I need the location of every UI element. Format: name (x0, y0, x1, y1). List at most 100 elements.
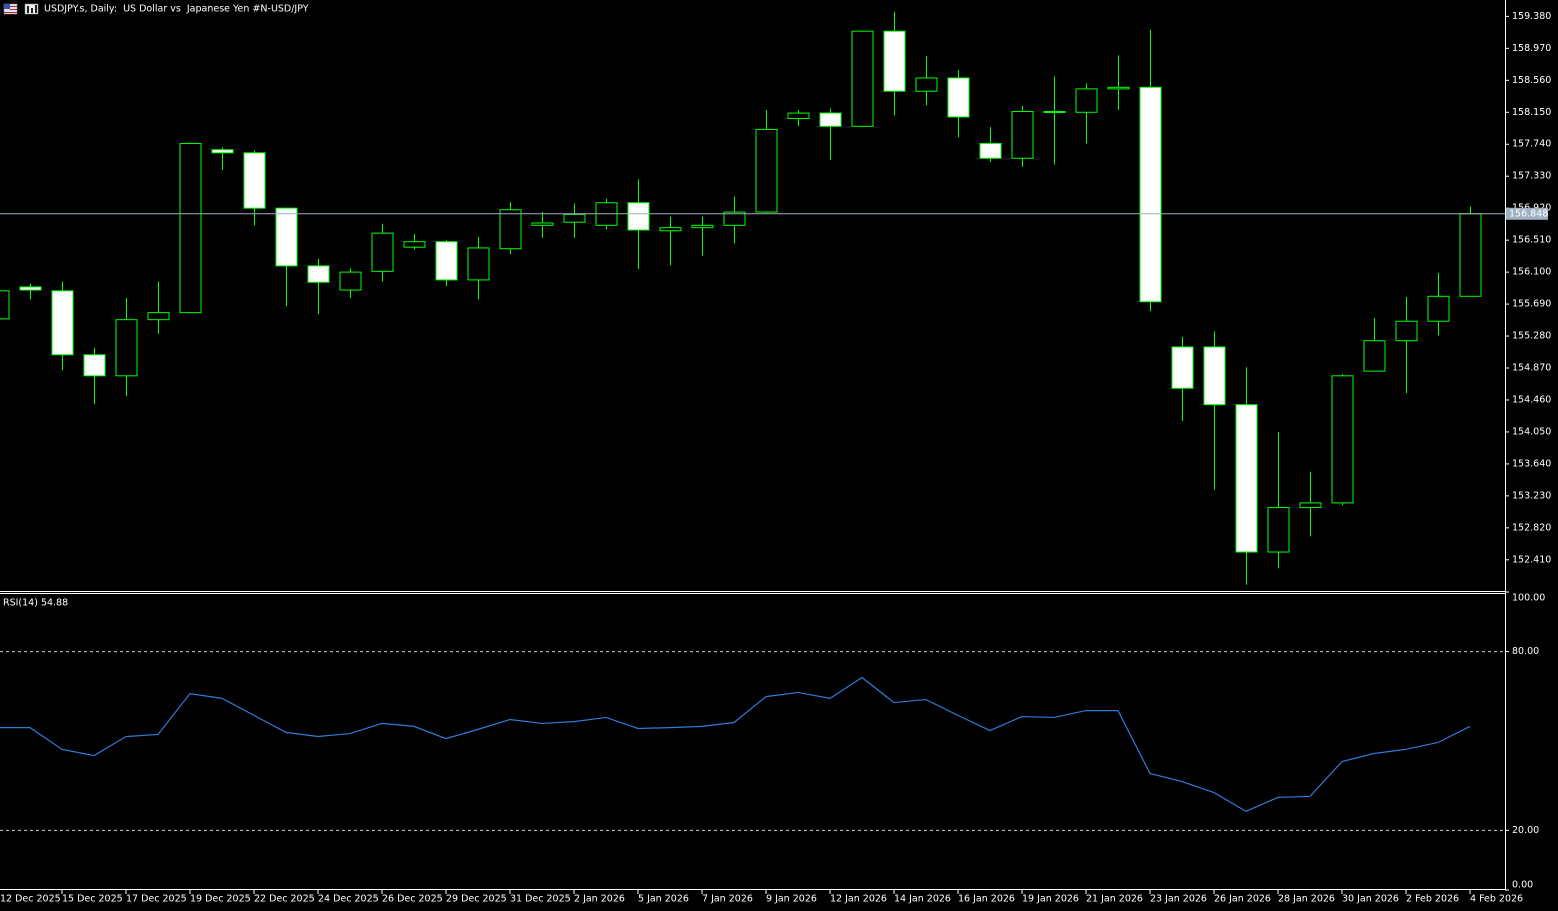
candle-body (1075, 88, 1098, 113)
y-tick-label: 20.00 (1512, 825, 1539, 836)
y-tick-label: 0.00 (1512, 880, 1533, 891)
candle-body (467, 247, 490, 281)
candle-body (307, 265, 330, 283)
chart-icon (24, 3, 39, 15)
y-tick-label: 156.510 (1512, 235, 1551, 246)
candle-body (211, 149, 234, 154)
candle-body (403, 241, 426, 248)
y-tick-label: 153.230 (1512, 490, 1551, 501)
candle-body (1299, 502, 1322, 509)
candle-body (1395, 320, 1418, 342)
x-tick-label: 2 Feb 2026 (1406, 894, 1459, 905)
x-tick-label: 30 Jan 2026 (1342, 894, 1399, 905)
candle-body (275, 207, 298, 267)
y-tick-label: 80.00 (1512, 646, 1539, 657)
candle-body (339, 271, 362, 291)
axes: 159.380 158.970 158.560 158.150 157.740 157.3… (0, 11, 1551, 905)
y-tick-label: 154.460 (1512, 394, 1551, 405)
candle-body (0, 290, 10, 320)
candle-body (691, 224, 714, 229)
x-tick-label: 14 Jan 2026 (894, 894, 951, 905)
x-tick-label: 17 Dec 2025 (126, 894, 187, 905)
y-tick-label: 152.410 (1512, 554, 1551, 565)
x-tick-label: 29 Dec 2025 (446, 894, 507, 905)
candle-body (179, 142, 202, 314)
indicator-title: RSI(14) 54.88 (3, 598, 68, 609)
y-tick-label: 100.00 (1512, 593, 1545, 604)
x-tick-label: 9 Jan 2026 (766, 894, 817, 905)
x-tick-label: 26 Dec 2025 (382, 894, 443, 905)
y-tick-label: 158.150 (1512, 107, 1551, 118)
x-tick-label: 23 Jan 2026 (1150, 894, 1207, 905)
candle-body (755, 128, 778, 213)
candle-body (1267, 507, 1290, 553)
y-tick-label: 154.050 (1512, 426, 1551, 437)
x-tick-label: 7 Jan 2026 (702, 894, 753, 905)
candle-body (979, 142, 1002, 159)
candle-body (1011, 110, 1034, 159)
candle-body (51, 290, 74, 356)
candle-body (1331, 375, 1354, 504)
candle-body (1171, 346, 1194, 389)
candle-body (1235, 404, 1258, 553)
candle-body (115, 319, 138, 377)
x-tick-label: 5 Jan 2026 (638, 894, 689, 905)
candle-body (627, 202, 650, 231)
chart-title: USDJPY.s, Daily: US Dollar vs Japanese Y… (44, 4, 309, 15)
x-tick-label: 26 Jan 2026 (1214, 894, 1271, 905)
x-tick-label: 12 Jan 2026 (830, 894, 887, 905)
x-tick-label: 2 Jan 2026 (574, 894, 625, 905)
rsi-line (0, 676, 1471, 813)
x-tick-label: 4 Feb 2026 (1470, 894, 1523, 905)
last-price-box (1506, 207, 1548, 220)
y-tick-label: 157.330 (1512, 171, 1551, 182)
candle-body (1107, 86, 1130, 90)
y-tick-label: 152.820 (1512, 522, 1551, 533)
candle-body (1139, 86, 1162, 303)
candle-body (819, 112, 842, 127)
y-tick-label: 154.870 (1512, 363, 1551, 374)
candle-body (787, 112, 810, 120)
y-tick-label: 159.380 (1512, 11, 1551, 22)
x-tick-label: 19 Jan 2026 (1022, 894, 1079, 905)
y-tick-label: 153.640 (1512, 458, 1551, 469)
x-tick-label: 24 Dec 2025 (318, 894, 379, 905)
rsi-plot (0, 651, 1505, 831)
candle-body (947, 77, 970, 118)
x-tick-label: 15 Dec 2025 (62, 894, 123, 905)
candle-body (1427, 295, 1450, 322)
candle-body (659, 227, 682, 232)
x-tick-label: 31 Dec 2025 (510, 894, 571, 905)
last-price-label: 156.848 (1509, 208, 1548, 219)
candle-body (499, 209, 522, 250)
x-tick-label: 19 Dec 2025 (190, 894, 251, 905)
y-tick-label: 156.100 (1512, 267, 1551, 278)
candle-body (1363, 340, 1386, 372)
y-tick-label: 158.560 (1512, 75, 1551, 86)
candle-body (851, 30, 874, 127)
x-tick-label: 16 Jan 2026 (958, 894, 1015, 905)
x-tick-label: 28 Jan 2026 (1278, 894, 1335, 905)
candle-body (723, 211, 746, 226)
y-tick-label: 155.280 (1512, 331, 1551, 342)
candle-body (147, 312, 170, 321)
candle-body (1043, 110, 1066, 113)
candle-body (83, 354, 106, 377)
candle-body (563, 213, 586, 223)
candle-body (435, 241, 458, 281)
y-tick-label: 155.690 (1512, 299, 1551, 310)
candle-body (371, 232, 394, 272)
price-plot (0, 11, 1505, 585)
candle-body (1459, 213, 1482, 297)
candle-body (243, 152, 266, 209)
candle-body (19, 286, 42, 291)
candle-body (1203, 346, 1226, 406)
symbol-icon (3, 3, 18, 15)
y-tick-label: 158.970 (1512, 43, 1551, 54)
x-tick-label: 12 Dec 2025 (0, 894, 61, 905)
y-tick-label: 157.740 (1512, 139, 1551, 150)
candle-body (883, 30, 906, 92)
x-tick-label: 21 Jan 2026 (1086, 894, 1143, 905)
